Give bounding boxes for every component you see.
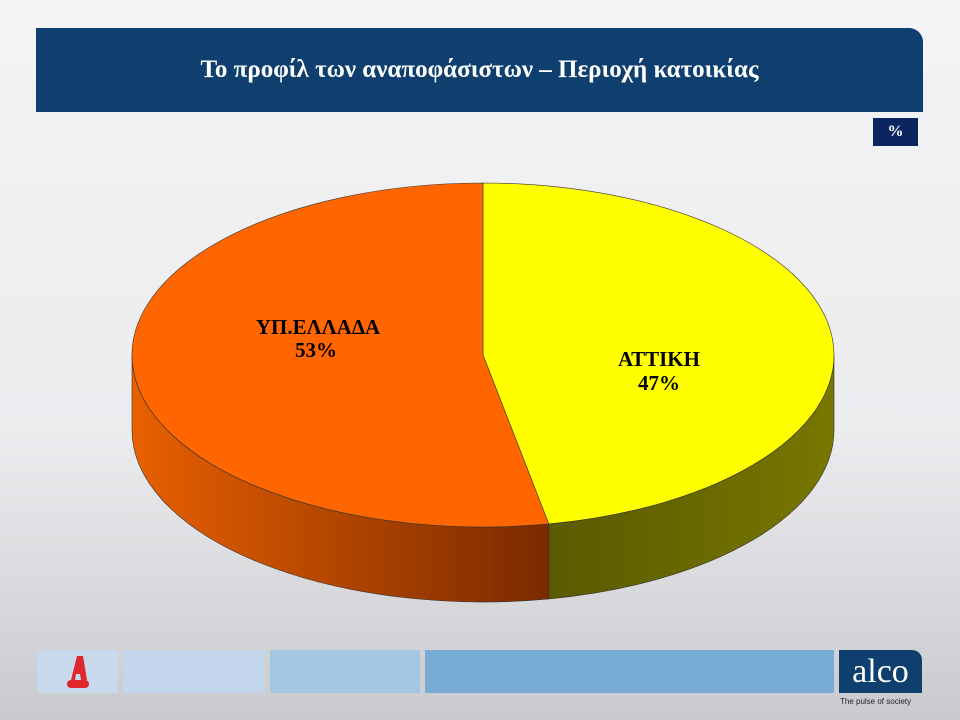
- footer-band-1: [123, 650, 265, 693]
- slice-value-attiki: 47%: [638, 371, 680, 395]
- footer-band-3: [425, 650, 834, 693]
- alco-logo: alco: [839, 650, 922, 693]
- unit-badge: %: [873, 118, 918, 146]
- footer-band-2: [270, 650, 420, 693]
- news-logo: [37, 650, 118, 693]
- slice-label-ypellada: ΥΠ.ΕΛΛΑΔΑ: [256, 315, 381, 339]
- slice-1: [131, 182, 550, 528]
- slice-label-attiki: ΑΤΤΙΚΗ: [618, 347, 700, 371]
- slice-value-ypellada: 53%: [295, 338, 337, 362]
- title-bar: Το προφίλ των αναποφάσιστων – Περιοχή κα…: [36, 28, 923, 112]
- news-logo-icon: [66, 655, 89, 688]
- page-title: Το προφίλ των αναποφάσιστων – Περιοχή κα…: [200, 56, 759, 83]
- slice-0: [482, 182, 835, 525]
- tagline: The pulse of society: [840, 697, 912, 706]
